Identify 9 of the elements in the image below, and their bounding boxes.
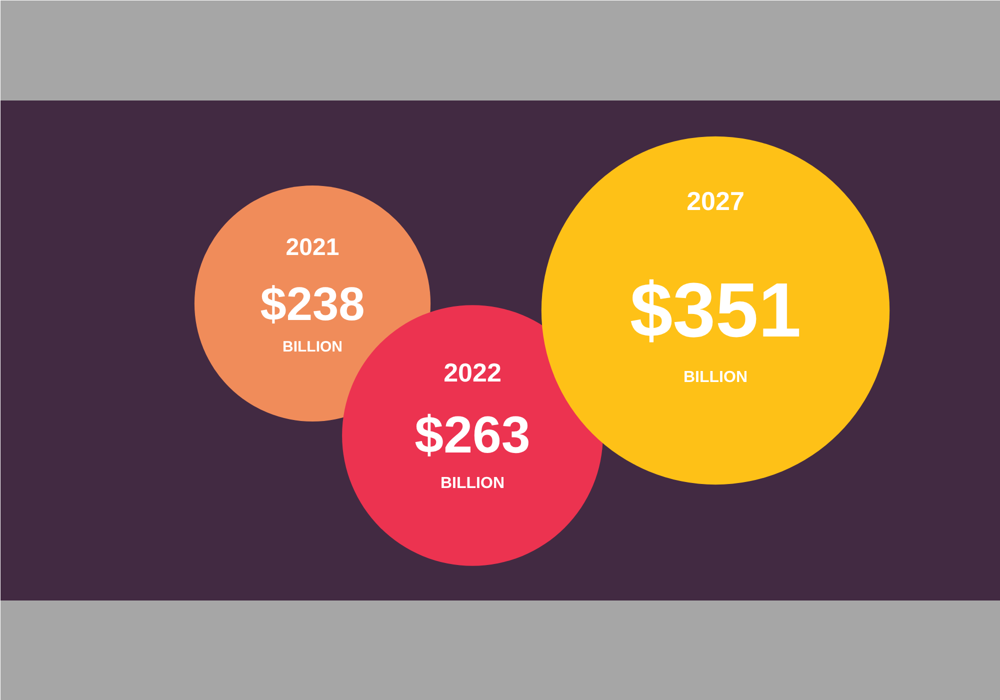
text: BILLION bbox=[282, 338, 343, 356]
category-label: 2022 bbox=[444, 357, 502, 388]
text: BILLION bbox=[684, 369, 748, 386]
data-label: $238 bbox=[260, 277, 365, 330]
category-label: 2027 bbox=[686, 186, 744, 216]
category-label: 2021 bbox=[286, 234, 340, 261]
data-label: $263 bbox=[414, 406, 530, 464]
data-label: $351 bbox=[630, 268, 802, 354]
text: BILLION bbox=[440, 474, 505, 492]
